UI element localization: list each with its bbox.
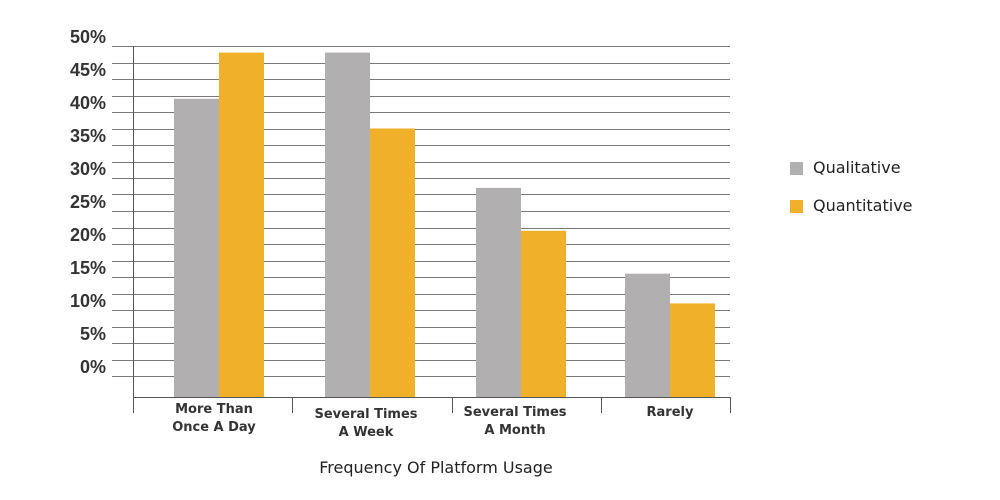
legend-label-qualitative: Qualitative bbox=[813, 158, 901, 177]
y-tick-label: 50% bbox=[70, 27, 106, 47]
y-tick-label: 45% bbox=[70, 60, 106, 80]
x-category-label: Once A Day bbox=[172, 420, 256, 435]
y-tick-label: 0% bbox=[80, 357, 106, 377]
x-category-label: A Month bbox=[484, 423, 545, 438]
x-axis-title: Frequency Of Platform Usage bbox=[319, 458, 552, 477]
bar-quantitative bbox=[370, 128, 415, 397]
x-category-label: Several Times bbox=[314, 407, 417, 422]
x-category-labels: More Than Once A Day Several Times A Week Se… bbox=[172, 402, 694, 440]
y-tick-label: 5% bbox=[80, 324, 106, 344]
bar-qualitative bbox=[174, 98, 219, 398]
bars bbox=[174, 52, 715, 398]
bar-qualitative bbox=[476, 187, 521, 397]
legend: Qualitative Quantitative bbox=[790, 158, 913, 215]
y-tick-label: 25% bbox=[70, 192, 106, 212]
bar-qualitative bbox=[325, 52, 370, 397]
y-tick-label: 30% bbox=[70, 159, 106, 179]
y-tick-label: 10% bbox=[70, 291, 106, 311]
bar-qualitative bbox=[625, 273, 670, 397]
y-tick-label: 40% bbox=[70, 93, 106, 113]
legend-label-quantitative: Quantitative bbox=[813, 196, 913, 215]
y-tick-labels: 0% 5% 10% 15% 20% 25% 30% 35% 40% 45% 50% bbox=[70, 27, 106, 377]
legend-swatch-quantitative bbox=[790, 200, 803, 213]
x-category-label: More Than bbox=[175, 402, 253, 417]
y-tick-label: 20% bbox=[70, 225, 106, 245]
y-tick-label: 15% bbox=[70, 258, 106, 278]
y-tick-label: 35% bbox=[70, 126, 106, 146]
x-category-label: A Week bbox=[339, 425, 394, 440]
axes bbox=[133, 46, 731, 413]
bar-quantitative bbox=[670, 303, 715, 397]
legend-swatch-qualitative bbox=[790, 162, 803, 175]
x-category-label: Several Times bbox=[463, 405, 566, 420]
x-category-label: Rarely bbox=[647, 405, 694, 420]
bar-quantitative bbox=[521, 230, 566, 397]
bar-quantitative bbox=[219, 52, 264, 397]
